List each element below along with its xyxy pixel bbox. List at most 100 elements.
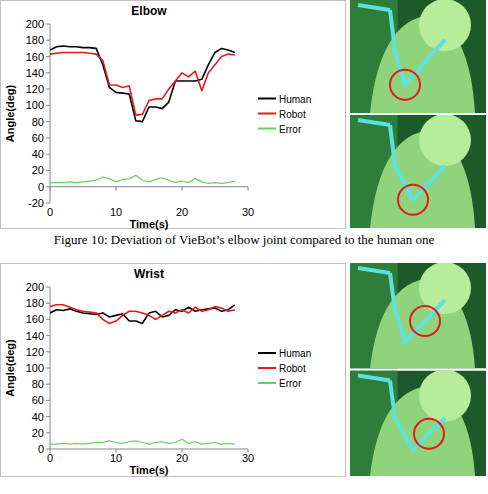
y-tick	[46, 287, 50, 288]
x-axis-title: Time(s)	[130, 218, 169, 230]
x-tick-label: 20	[176, 206, 188, 218]
y-tick-label: 40	[32, 411, 44, 423]
y-tick	[46, 170, 50, 171]
series-line	[50, 439, 235, 444]
y-tick-label: 100	[26, 362, 44, 374]
photo-ground	[350, 263, 486, 369]
chart: Elbow-2002040608010012014016018020001020…	[1, 1, 435, 248]
series-line	[50, 52, 235, 115]
x-tick-label: 30	[242, 452, 254, 464]
photo-skeleton	[390, 381, 445, 450]
y-tick	[46, 186, 50, 187]
legend-swatch	[258, 98, 276, 100]
chart-title: Elbow	[131, 4, 167, 18]
photo-ground	[350, 115, 486, 228]
y-tick	[46, 351, 50, 352]
y-tick	[46, 400, 50, 401]
legend-swatch	[258, 128, 276, 130]
y-tick-label: 140	[26, 330, 44, 342]
x-tick-label: 20	[176, 452, 188, 464]
legend-swatch	[258, 113, 276, 115]
photo-skeleton	[358, 376, 390, 381]
x-axis-title: Time(s)	[130, 464, 169, 476]
y-tick-label: 200	[26, 281, 44, 293]
chart-border	[1, 1, 346, 229]
legend-swatch	[258, 382, 276, 384]
y-axis	[50, 24, 51, 203]
y-tick-label: 140	[26, 67, 44, 79]
y-tick-label: 40	[32, 148, 44, 160]
y-tick-label: 120	[26, 346, 44, 358]
y-tick-label: 80	[32, 378, 44, 390]
photo-skeleton	[390, 10, 445, 85]
y-tick-label: 180	[26, 34, 44, 46]
x-tick-label: 10	[110, 452, 122, 464]
photo-head	[419, 115, 471, 166]
y-tick	[46, 154, 50, 155]
plot-area	[50, 46, 235, 184]
y-tick	[46, 303, 50, 304]
y-tick-label: 20	[32, 427, 44, 439]
y-tick	[46, 335, 50, 336]
series-line	[50, 305, 235, 324]
photo-skeleton	[390, 125, 445, 200]
y-tick	[46, 72, 50, 73]
y-tick-label: 180	[26, 297, 44, 309]
photo-skeleton	[390, 273, 445, 342]
photo-highlight	[390, 70, 420, 100]
series-line	[50, 305, 235, 324]
y-tick-label: 0	[38, 443, 44, 455]
figure-caption: Figure 10: Deviation of VieBot’s elbow j…	[54, 232, 435, 247]
y-tick-label: 80	[32, 116, 44, 128]
photo	[350, 262, 486, 476]
y-tick	[46, 319, 50, 320]
plot-area	[50, 305, 235, 444]
series-line	[50, 46, 235, 122]
y-tick	[46, 105, 50, 106]
x-tick-label: 0	[47, 452, 53, 464]
y-tick	[46, 449, 50, 450]
photo-skeleton	[358, 120, 390, 125]
x-tick-label: 10	[110, 206, 122, 218]
y-tick	[46, 137, 50, 138]
photo-highlight	[414, 419, 444, 449]
y-tick-label: 60	[32, 394, 44, 406]
legend-label: Robot	[279, 363, 306, 374]
photo-frame	[350, 0, 486, 113]
y-tick-label: 120	[26, 83, 44, 95]
y-axis-title: Angle(deg)	[4, 339, 16, 397]
legend-label: Human	[279, 94, 311, 105]
photo-highlight	[410, 306, 440, 336]
photo-ground	[350, 0, 486, 113]
y-tick-label: 160	[26, 51, 44, 63]
series-line	[50, 175, 235, 183]
y-tick-label: 60	[32, 132, 44, 144]
photo-head	[419, 0, 471, 51]
y-tick-label: 200	[26, 18, 44, 30]
y-tick-label: 100	[26, 99, 44, 111]
y-tick-label: -20	[28, 197, 44, 209]
y-tick-label: 160	[26, 313, 44, 325]
y-tick-label: 0	[38, 181, 44, 193]
legend-label: Human	[279, 348, 311, 359]
photo-skeleton	[358, 268, 390, 273]
y-tick	[46, 368, 50, 369]
y-tick	[46, 203, 50, 204]
y-tick	[46, 89, 50, 90]
y-tick	[46, 384, 50, 385]
x-tick-label: 0	[47, 206, 53, 218]
photo-frame	[350, 371, 486, 477]
photo-frame	[350, 115, 486, 228]
x-tick	[248, 187, 249, 191]
photo-head	[419, 371, 471, 422]
chart-border	[1, 264, 346, 477]
photo-frame	[350, 263, 486, 369]
y-tick-label: 20	[32, 164, 44, 176]
y-tick	[46, 40, 50, 41]
x-axis	[50, 449, 248, 450]
chart-title: Wrist	[134, 267, 164, 281]
y-tick	[46, 432, 50, 433]
photo	[350, 0, 486, 228]
y-axis	[50, 287, 51, 449]
y-tick	[46, 416, 50, 417]
